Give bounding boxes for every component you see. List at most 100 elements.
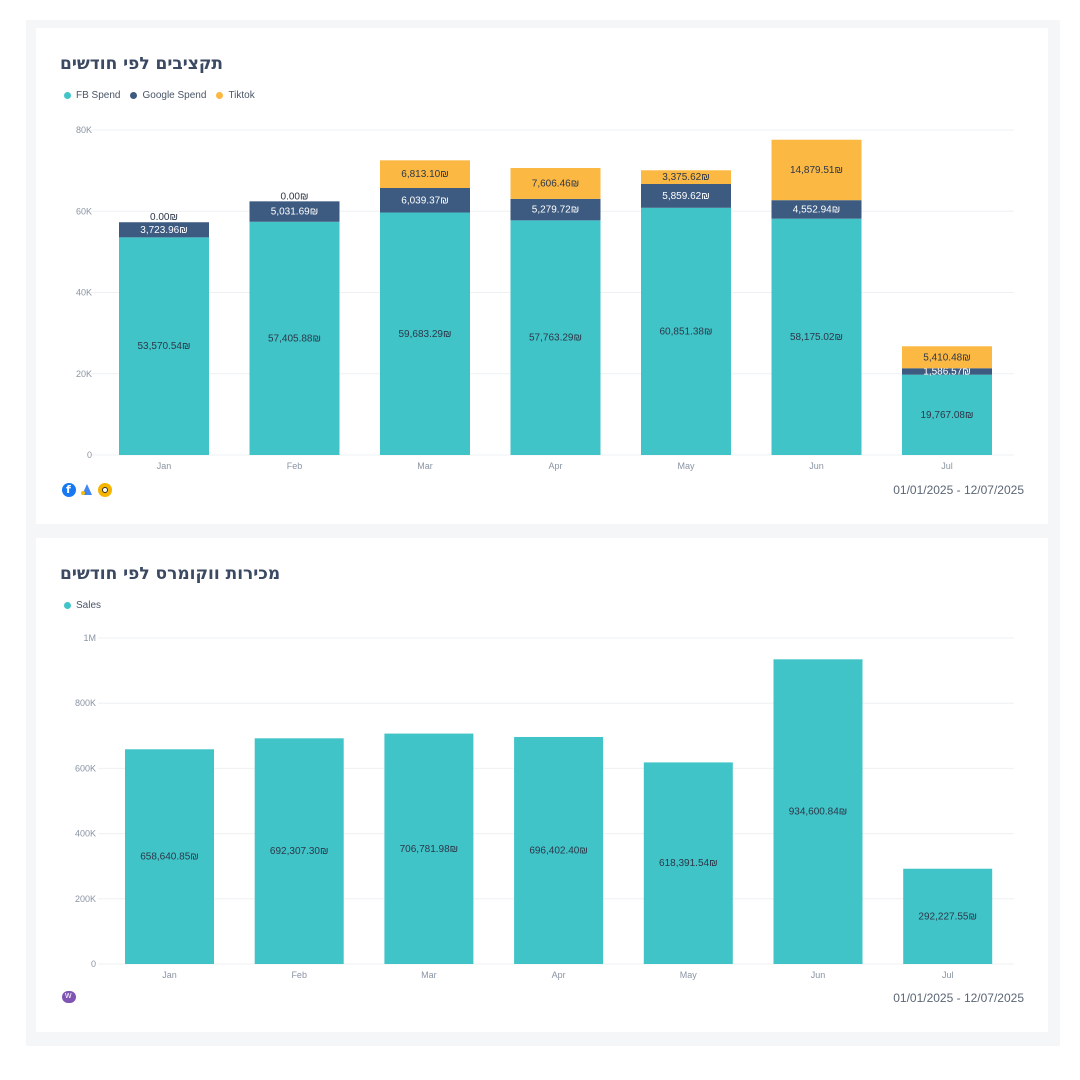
data-label: 57,763.29₪ <box>529 333 582 344</box>
tiktok-icon <box>98 483 112 497</box>
budgets-bar-chart: 0 20K 40K 60K 80K 53,570.54₪ 3,723.96₪ 0.00₪ Jan… <box>76 125 1014 471</box>
data-label: 5,279.72₪ <box>532 205 579 216</box>
bar <box>514 736 604 964</box>
y-tick-label: 60K <box>76 206 92 216</box>
x-tick-label: Jun <box>809 461 824 471</box>
bar <box>771 218 862 455</box>
data-label: 5,031.69₪ <box>271 207 318 218</box>
data-label: 0.00₪ <box>281 191 309 202</box>
facebook-icon <box>62 483 76 497</box>
legend-swatch <box>216 92 224 99</box>
data-label: 19,767.08₪ <box>921 410 974 421</box>
bar <box>643 762 733 964</box>
chart-title: תקציבים לפי חודשים <box>60 54 223 74</box>
x-tick-label: Jan <box>157 461 172 471</box>
data-label: 60,851.38₪ <box>660 326 713 337</box>
bar <box>773 659 863 964</box>
bar <box>510 167 601 199</box>
legend-item[interactable]: Sales <box>64 600 101 611</box>
data-label: 57,405.88₪ <box>268 333 321 344</box>
bar <box>380 160 470 189</box>
bar <box>641 170 731 184</box>
bar <box>254 738 344 964</box>
x-tick-label: Apr <box>552 970 566 980</box>
data-label: 58,175.02₪ <box>790 332 843 343</box>
data-label: 5,859.62₪ <box>662 191 709 202</box>
x-tick-label: Jan <box>162 970 177 980</box>
source-icons <box>62 990 76 1003</box>
x-tick-label: Feb <box>291 970 307 980</box>
data-label: 3,723.96₪ <box>140 225 187 236</box>
data-label: 14,879.51₪ <box>790 165 843 176</box>
sales-bar-chart: 0 200K 400K 600K 800K 1M 658,640.85₪ Jan 692,307… <box>75 633 1014 980</box>
bar <box>641 183 731 208</box>
legend-label: Tiktok <box>228 90 255 101</box>
y-tick-label: 0 <box>91 959 96 969</box>
y-tick-label: 20K <box>76 369 92 379</box>
x-tick-label: Apr <box>548 461 562 471</box>
data-label: 5,410.48₪ <box>923 352 970 363</box>
bar <box>771 200 862 219</box>
legend-label: Google Spend <box>142 90 207 101</box>
y-tick-label: 40K <box>76 288 92 298</box>
y-tick-label: 0 <box>87 450 92 460</box>
bar <box>771 139 862 201</box>
legend-item[interactable]: Tiktok <box>216 90 255 101</box>
y-tick-label: 200K <box>75 894 96 904</box>
legend-swatch <box>130 92 138 99</box>
data-label: 53,570.54₪ <box>138 341 191 352</box>
bar <box>902 346 992 369</box>
data-label: 658,640.85₪ <box>140 852 199 863</box>
data-label: 7,606.46₪ <box>532 178 579 189</box>
bar <box>249 221 340 455</box>
bar <box>119 237 209 455</box>
legend-item[interactable]: FB Spend <box>64 90 120 101</box>
bar <box>902 374 992 455</box>
bar <box>641 207 731 455</box>
bar <box>125 749 214 964</box>
data-label: 618,391.54₪ <box>659 858 718 869</box>
bar <box>119 222 209 238</box>
woocommerce-icon <box>62 990 76 1003</box>
x-tick-label: May <box>680 970 698 980</box>
x-tick-label: Jul <box>942 970 954 980</box>
data-label: 4,552.94₪ <box>793 204 840 215</box>
x-tick-label: Jun <box>811 970 826 980</box>
data-label: 59,683.29₪ <box>399 329 452 340</box>
chart-title: מכירות ווקומרס לפי חודשים <box>60 564 281 584</box>
data-label: 692,307.30₪ <box>270 846 329 857</box>
y-tick-label: 600K <box>75 763 96 773</box>
x-tick-label: May <box>677 461 695 471</box>
data-label: 696,402.40₪ <box>529 845 588 856</box>
y-tick-label: 400K <box>75 829 96 839</box>
legend-item[interactable]: Google Spend <box>130 90 206 101</box>
x-tick-label: Mar <box>417 461 433 471</box>
google-ads-icon <box>80 483 94 497</box>
bar <box>249 201 340 222</box>
data-label: 1,586.57₪ <box>923 366 970 377</box>
legend-label: Sales <box>76 600 102 611</box>
data-label: 3,375.62₪ <box>662 172 709 183</box>
bar <box>384 733 474 964</box>
bar <box>380 212 470 455</box>
y-tick-label: 80K <box>76 125 92 135</box>
legend-swatch <box>64 602 71 609</box>
date-range: 01/01/2025 - 12/07/2025 <box>893 991 1024 1005</box>
date-range: 01/01/2025 - 12/07/2025 <box>893 483 1024 497</box>
data-label: 706,781.98₪ <box>400 844 459 855</box>
bar <box>380 188 470 213</box>
legend-swatch <box>64 92 71 99</box>
x-tick-label: Feb <box>287 461 303 471</box>
data-label: 292,227.55₪ <box>918 911 977 922</box>
y-tick-label: 1M <box>83 633 96 643</box>
data-label: 6,813.10₪ <box>401 169 448 180</box>
data-label: 934,600.84₪ <box>789 807 848 818</box>
chart-legend: FB Spend Google Spend Tiktok <box>64 90 255 101</box>
bar <box>903 868 993 964</box>
source-icons <box>62 483 112 497</box>
budgets-chart-card: תקציבים לפי חודשים FB Spend Google Spend T… <box>36 28 1048 524</box>
data-label: 6,039.37₪ <box>401 195 448 206</box>
legend-label: FB Spend <box>76 90 121 101</box>
bar <box>510 220 601 455</box>
x-tick-label: Jul <box>941 461 953 471</box>
